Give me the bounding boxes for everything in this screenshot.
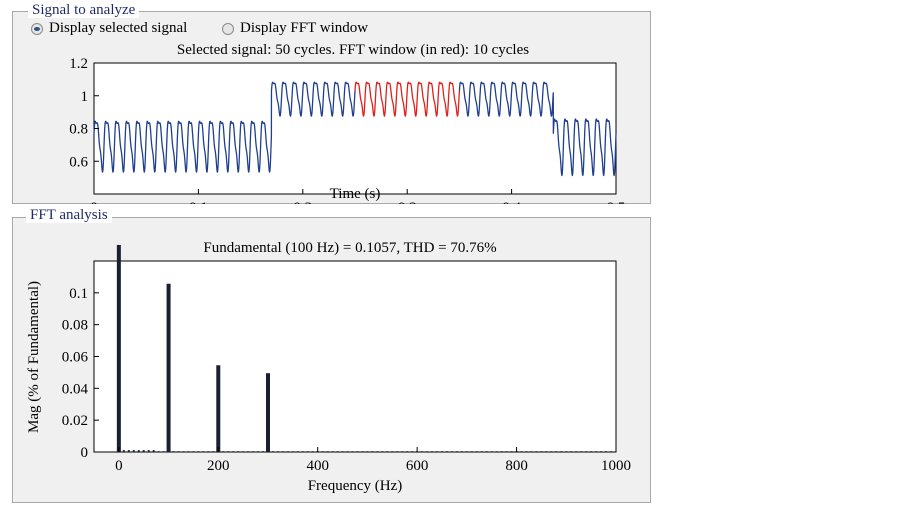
fft-y-tick-label: 0.06 (62, 350, 89, 366)
radio-display-fft-window[interactable]: Display FFT window (222, 20, 368, 37)
fft-panel-title: FFT analysis (26, 207, 112, 223)
signal-panel-title: Signal to analyze (28, 2, 140, 18)
fft-bar (216, 365, 221, 452)
signal-x-tick-label: 0.2 (293, 200, 312, 204)
signal-line-pre-window (93, 81, 356, 173)
fft-chart: Fundamental (100 Hz) = 0.1057, THD = 70.… (26, 240, 631, 494)
fft-y-tick-label: 0.1 (69, 286, 88, 302)
fft-x-tick-label: 1000 (601, 458, 631, 474)
signal-chart: Selected signal: 50 cycles. FFT window (… (69, 42, 626, 204)
radio-checked-icon[interactable] (31, 22, 43, 35)
signal-plot-area (93, 62, 617, 195)
signal-y-tick-label: 1 (81, 89, 89, 105)
fft-x-label: Frequency (Hz) (308, 478, 403, 494)
fft-chart-title: Fundamental (100 Hz) = 0.1057, THD = 70.… (203, 240, 496, 256)
signal-y-tick-label: 1.2 (69, 56, 88, 72)
radio-display-selected-signal[interactable]: Display selected signal (31, 20, 187, 37)
fft-bar (166, 283, 171, 452)
fft-plot-area (93, 260, 617, 453)
fft-y-tick-label: 0.08 (62, 318, 88, 334)
signal-chart-title: Selected signal: 50 cycles. FFT window (… (177, 42, 529, 58)
fft-x-tick-label: 800 (505, 458, 528, 474)
signal-y-tick-label: 0.6 (69, 154, 88, 170)
signal-line-post-window (458, 81, 617, 177)
fft-x-tick-label: 600 (406, 458, 429, 474)
fft-bar (116, 245, 121, 452)
signal-y-tick-label: 0.8 (69, 122, 88, 138)
signal-x-tick-label: 0.1 (189, 200, 208, 204)
fft-x-tick-label: 200 (207, 458, 230, 474)
signal-line-fft-window (354, 81, 461, 117)
signal-x-label: Time (s) (330, 186, 381, 202)
fft-y-tick-label: 0.02 (62, 413, 88, 429)
fft-y-label: Mag (% of Fundamental) (26, 281, 42, 433)
signal-x-tick-label: 0.5 (607, 200, 626, 204)
radio-display-fft-label: Display FFT window (240, 20, 369, 36)
fft-x-tick-label: 400 (306, 458, 329, 474)
signal-x-tick-label: 0 (90, 200, 98, 204)
signal-x-tick-label: 0.3 (398, 200, 417, 204)
radio-unchecked-icon[interactable] (222, 22, 234, 35)
signal-x-tick-label: 0.4 (502, 200, 521, 204)
fft-y-tick-label: 0 (81, 445, 89, 461)
fft-y-tick-label: 0.04 (62, 381, 89, 397)
fft-bar (266, 373, 270, 452)
fft-x-tick-label: 0 (115, 458, 123, 474)
radio-display-selected-label: Display selected signal (49, 20, 188, 36)
